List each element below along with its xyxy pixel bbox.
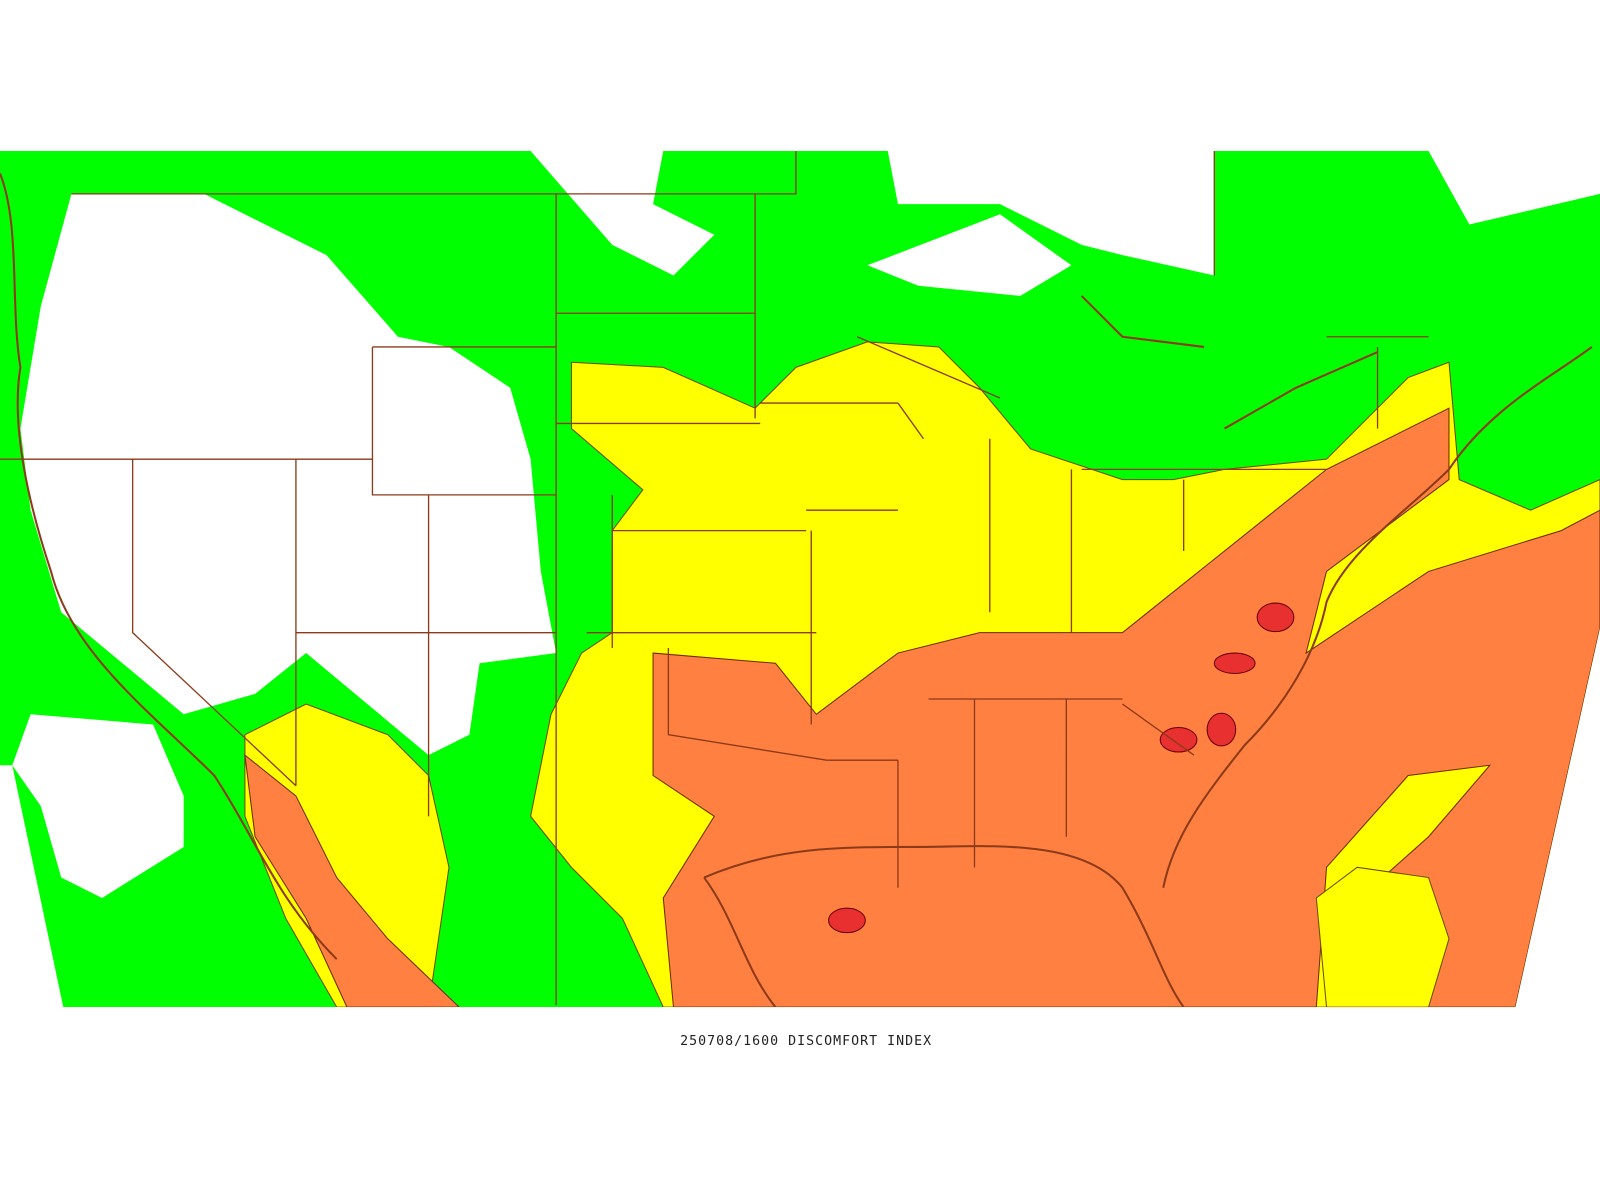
canada-dry-zone (887, 151, 1215, 276)
red-zone (1256, 602, 1295, 633)
west-dry-zone (20, 193, 557, 756)
yellow-patch-atlantic (1315, 866, 1450, 1008)
orange-zone-west (244, 753, 461, 1008)
pacific-dry-zone (12, 714, 184, 898)
red-zone (1213, 652, 1256, 674)
red-zone (1159, 727, 1198, 753)
atlantic-dry-zone (1428, 151, 1600, 225)
red-zone (1206, 712, 1237, 747)
red-zone (828, 907, 866, 934)
state-borders (0, 151, 1593, 1008)
lake-superior (867, 214, 1072, 296)
map-caption: 250708/1600 DISCOMFORT INDEX (680, 1034, 932, 1049)
canada-dry-zone-west (530, 151, 715, 276)
map-area (0, 151, 1600, 1008)
